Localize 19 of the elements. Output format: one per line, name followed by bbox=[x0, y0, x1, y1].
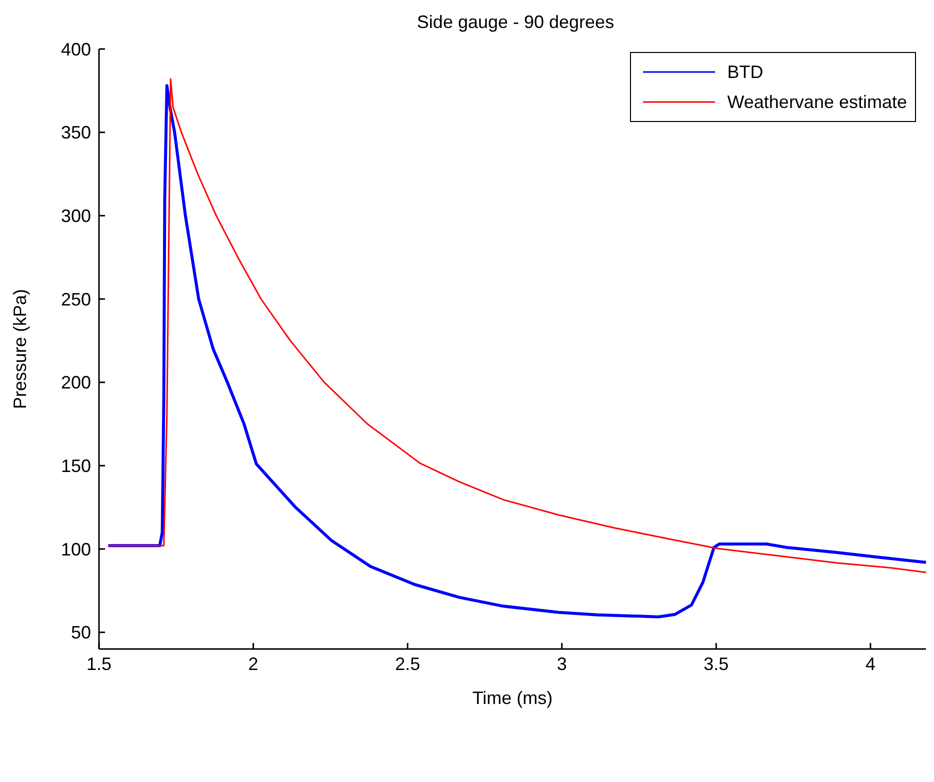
x-tick-label: 2 bbox=[248, 654, 258, 674]
y-tick-label: 400 bbox=[60, 39, 91, 60]
x-axis-title: Time (ms) bbox=[472, 688, 553, 708]
x-tick-label: 3.5 bbox=[704, 654, 729, 674]
x-tick-label: 1.5 bbox=[86, 654, 112, 674]
y-tick-label: 100 bbox=[60, 539, 91, 560]
y-tick-label: 350 bbox=[60, 122, 91, 143]
y-tick-label: 250 bbox=[60, 289, 91, 310]
legend-label: Weathervane estimate bbox=[727, 92, 907, 112]
y-axis-title: Pressure (kPa) bbox=[10, 288, 30, 410]
x-tick-label: 3 bbox=[556, 654, 567, 674]
y-tick-label: 300 bbox=[60, 206, 91, 226]
chart-title: Side gauge - 90 degrees bbox=[416, 12, 616, 33]
x-tick-label: 4 bbox=[865, 654, 876, 674]
legend-label: BTD bbox=[727, 62, 764, 82]
x-tick-label: 2.5 bbox=[395, 654, 420, 674]
y-tick-label: 200 bbox=[60, 372, 91, 393]
y-tick-label: 50 bbox=[70, 622, 91, 643]
y-tick-label: 150 bbox=[60, 456, 91, 476]
